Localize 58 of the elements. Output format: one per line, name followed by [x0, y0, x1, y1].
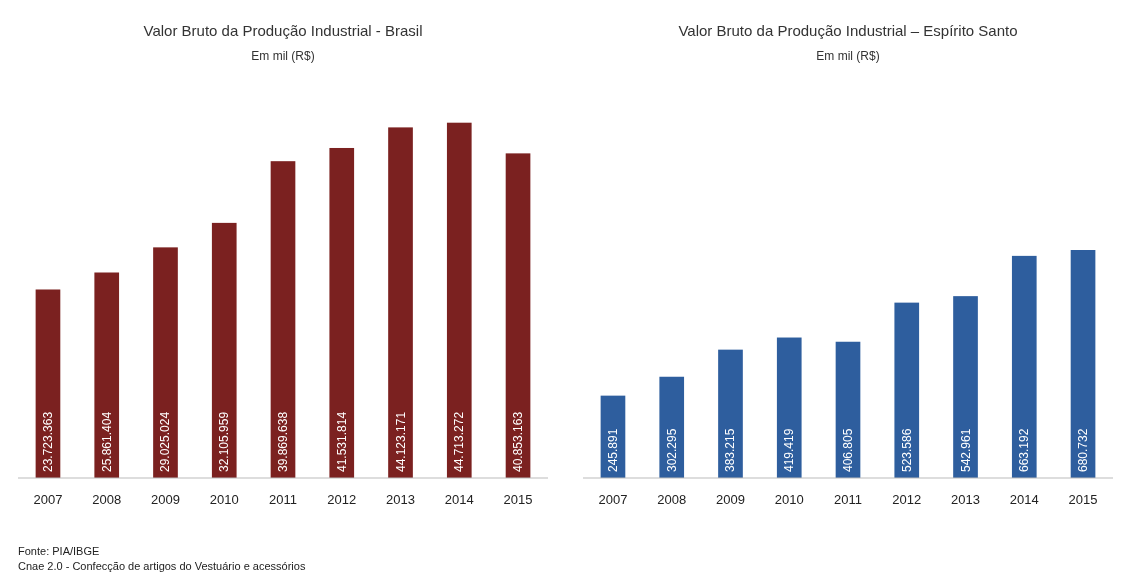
- data-label: 23.723.363: [40, 411, 55, 472]
- data-label: 39.869.638: [276, 411, 290, 472]
- x-tick-label: 2011: [834, 492, 862, 507]
- bar: [1070, 250, 1096, 478]
- x-tick-label: 2011: [269, 492, 297, 507]
- x-tick-label: 2010: [774, 492, 804, 507]
- chart-subtitle: Em mil (R$): [816, 49, 880, 63]
- data-label: 44.123.171: [393, 411, 408, 472]
- bar: [329, 147, 355, 478]
- data-label: 663.192: [1017, 428, 1032, 472]
- bar: [1011, 255, 1037, 478]
- data-label: 542.961: [958, 428, 973, 472]
- data-label: 25.861.404: [99, 411, 114, 472]
- bar: [35, 289, 61, 478]
- x-tick-label: 2013: [386, 492, 415, 507]
- bar: [153, 247, 178, 478]
- x-tick-label: 2013: [951, 492, 980, 507]
- bar: [446, 122, 472, 478]
- bar: [505, 153, 531, 478]
- data-label: 523.586: [899, 428, 914, 472]
- x-tick-label: 2014: [444, 492, 474, 507]
- bar: [211, 222, 237, 478]
- data-label: 32.105.959: [217, 411, 232, 472]
- bar: [718, 349, 743, 478]
- bar: [94, 272, 120, 478]
- x-tick-label: 2009: [716, 492, 745, 507]
- data-label: 383.215: [723, 428, 738, 472]
- bar: [659, 376, 685, 478]
- x-tick-label: 2008: [657, 492, 687, 507]
- data-label: 302.295: [664, 428, 679, 472]
- data-label: 245.891: [605, 428, 620, 472]
- x-tick-label: 2007: [33, 492, 63, 507]
- data-label: 406.805: [841, 428, 855, 472]
- data-label: 41.531.814: [334, 411, 349, 472]
- source-note: Fonte: PIA/IBGE: [18, 545, 100, 557]
- chart-title: Valor Bruto da Produção Industrial - Brasil: [143, 22, 423, 39]
- chart-title: Valor Bruto da Produção Industrial – Espírito Santo: [678, 22, 1018, 39]
- data-label: 29.025.024: [158, 411, 173, 472]
- x-tick-label: 2015: [503, 492, 533, 507]
- x-tick-label: 2008: [92, 492, 122, 507]
- x-tick-label: 2012: [327, 492, 357, 507]
- text: Cnae 2.0 - Confecção de artigos do Vestuário e acessórios: [18, 560, 306, 572]
- bar: [894, 302, 920, 478]
- data-label: 44.713.272: [452, 411, 467, 472]
- x-tick-label: 2007: [598, 492, 628, 507]
- bar: [270, 161, 296, 478]
- chart-subtitle: Em mil (R$): [251, 49, 315, 63]
- bar: [776, 337, 802, 478]
- x-tick-label: 2015: [1068, 492, 1098, 507]
- x-tick-label: 2009: [151, 492, 180, 507]
- data-label: 680.732: [1076, 428, 1091, 472]
- x-tick-label: 2012: [892, 492, 922, 507]
- x-tick-label: 2014: [1009, 492, 1039, 507]
- bar: [953, 296, 978, 478]
- x-tick-label: 2010: [209, 492, 239, 507]
- data-label: 40.853.163: [511, 411, 526, 472]
- data-label: 419.419: [782, 428, 797, 472]
- bar: [388, 127, 413, 478]
